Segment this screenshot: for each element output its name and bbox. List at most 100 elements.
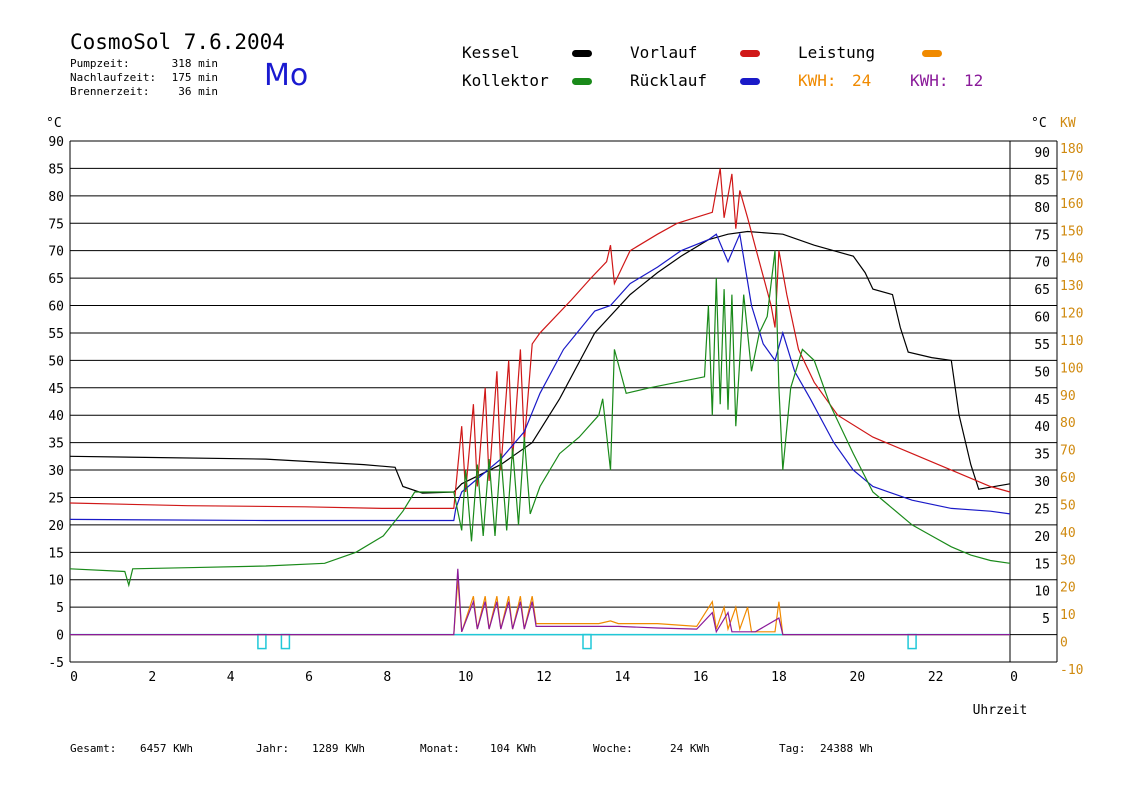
y-tick-label-right-c: 60 xyxy=(1034,311,1050,326)
y-tick-label-right-kw: 50 xyxy=(1060,498,1076,513)
pump-marker xyxy=(907,633,917,650)
legend-leistung: Leistung xyxy=(798,43,876,62)
y-tick-label-left: 5 xyxy=(56,601,64,616)
total-value-jahr: 1289 KWh xyxy=(312,742,365,755)
y-tick-label-left: 30 xyxy=(48,464,64,479)
y-tick-label-left: 70 xyxy=(48,245,64,260)
series-line-kollektor xyxy=(69,250,1011,588)
x-tick-label: 4 xyxy=(227,670,235,685)
y-tick-label-right-c: 55 xyxy=(1034,338,1050,353)
y-tick-label-left: 35 xyxy=(48,437,64,452)
y-tick-label-right-kw: 150 xyxy=(1060,224,1083,239)
legend-kessel: Kessel xyxy=(462,43,520,62)
legend-swatch-ruecklauf xyxy=(740,78,760,85)
y-tick-label-right-kw: 100 xyxy=(1060,361,1083,376)
stat-label-pumpzeit: Pumpzeit: xyxy=(70,57,130,70)
x-tick-label: 6 xyxy=(305,670,313,685)
series-line-leistung2 xyxy=(70,568,1010,636)
y-tick-label-right-c: 15 xyxy=(1034,557,1050,572)
y-axis-unit-left: °C xyxy=(46,116,62,131)
y-tick-label-right-kw: 90 xyxy=(1060,389,1076,404)
y-tick-label-right-kw: 40 xyxy=(1060,526,1076,541)
y-tick-label-right-kw: -10 xyxy=(1060,663,1083,678)
legend-ruecklauf: Rücklauf xyxy=(630,71,708,90)
y-tick-label-right-kw: 140 xyxy=(1060,252,1083,267)
total-label-woche: Woche: xyxy=(593,742,633,755)
y-tick-label-left: -5 xyxy=(48,656,64,671)
x-tick-label: 14 xyxy=(615,670,631,685)
legend-swatch-leistung xyxy=(922,50,942,57)
y-tick-label-right-kw: 80 xyxy=(1060,416,1076,431)
legend-swatch-vorlauf xyxy=(740,50,760,57)
total-label-gesamt: Gesamt: xyxy=(70,742,117,755)
y-tick-label-right-kw: 10 xyxy=(1060,608,1076,623)
y-tick-label-right-c: 75 xyxy=(1034,228,1050,243)
y-tick-label-right-kw: 60 xyxy=(1060,471,1076,486)
y-tick-label-left: 10 xyxy=(48,574,64,589)
y-tick-label-right-c: 80 xyxy=(1034,201,1050,216)
legend-vorlauf: Vorlauf xyxy=(630,43,698,62)
total-value-monat: 104 KWh xyxy=(490,742,537,755)
y-tick-label-left: 65 xyxy=(48,272,64,287)
series-line-kessel xyxy=(69,230,1011,494)
y-tick-label-left: 50 xyxy=(48,354,64,369)
axes: 908580757065605550454035302520151050-590… xyxy=(46,116,1083,718)
y-tick-label-right-c: 50 xyxy=(1034,365,1050,380)
x-tick-label: 22 xyxy=(928,670,944,685)
y-tick-label-right-c: 45 xyxy=(1034,393,1050,408)
y-tick-label-left: 40 xyxy=(48,409,64,424)
y-axis-unit-right-c: °C xyxy=(1031,116,1047,131)
total-label-tag: Tag: xyxy=(779,742,806,755)
total-value-woche: 24 KWh xyxy=(670,742,710,755)
y-tick-label-left: 45 xyxy=(48,382,64,397)
legend-kwh-orange-value: 24 xyxy=(852,71,872,90)
legend-kollektor: Kollektor xyxy=(462,71,549,90)
y-tick-label-right-kw: 120 xyxy=(1060,307,1083,322)
stat-value-pumpzeit: 318 min xyxy=(171,57,218,70)
y-tick-label-left: 20 xyxy=(48,519,64,534)
total-value-gesamt: 6457 KWh xyxy=(140,742,193,755)
x-tick-label: 2 xyxy=(148,670,156,685)
y-tick-label-right-c: 90 xyxy=(1034,146,1050,161)
y-tick-label-right-kw: 170 xyxy=(1060,169,1083,184)
y-tick-label-left: 15 xyxy=(48,546,64,561)
legend-swatch-kessel xyxy=(572,50,592,57)
total-label-monat: Monat: xyxy=(420,742,460,755)
y-tick-label-right-c: 35 xyxy=(1034,448,1050,463)
y-tick-label-right-c: 40 xyxy=(1034,420,1050,435)
y-tick-label-right-kw: 20 xyxy=(1060,581,1076,596)
x-tick-label: 16 xyxy=(693,670,709,685)
legend-kwh-purple-label: KWH: xyxy=(910,71,949,90)
y-tick-label-right-c: 85 xyxy=(1034,173,1050,188)
y-tick-label-left: 75 xyxy=(48,217,64,232)
pump-marker xyxy=(280,633,291,650)
y-tick-label-right-c: 65 xyxy=(1034,283,1050,298)
y-tick-label-right-c: 25 xyxy=(1034,502,1050,517)
legend-kwh-orange-label: KWH: xyxy=(798,71,837,90)
x-tick-label: 18 xyxy=(771,670,787,685)
y-tick-label-right-c: 5 xyxy=(1042,612,1050,627)
grid-lines xyxy=(69,140,1058,663)
y-tick-label-right-c: 30 xyxy=(1034,475,1050,490)
x-tick-label: 12 xyxy=(536,670,552,685)
y-tick-label-left: 85 xyxy=(48,162,64,177)
y-tick-label-right-kw: 130 xyxy=(1060,279,1083,294)
x-tick-label: 8 xyxy=(383,670,391,685)
y-axis-unit-right-kw: KW xyxy=(1060,116,1076,131)
x-tick-label: 20 xyxy=(850,670,866,685)
series-layer xyxy=(69,168,1011,650)
y-tick-label-right-kw: 70 xyxy=(1060,444,1076,459)
y-tick-label-right-kw: 180 xyxy=(1060,142,1083,157)
y-tick-label-left: 90 xyxy=(48,135,64,150)
stat-label-brennerzeit: Brennerzeit: xyxy=(70,85,150,98)
x-tick-label: 0 xyxy=(70,670,78,685)
x-axis-label: Uhrzeit xyxy=(973,703,1028,718)
y-tick-label-right-c: 10 xyxy=(1034,585,1050,600)
y-tick-label-right-kw: 30 xyxy=(1060,553,1076,568)
series-line-leistung xyxy=(70,579,1010,636)
stat-label-nachlaufzeit: Nachlaufzeit: xyxy=(70,71,157,84)
chart-title: CosmoSol 7.6.2004 xyxy=(70,30,285,54)
stat-value-brennerzeit: 36 min xyxy=(178,85,218,98)
y-tick-label-right-kw: 160 xyxy=(1060,197,1083,212)
